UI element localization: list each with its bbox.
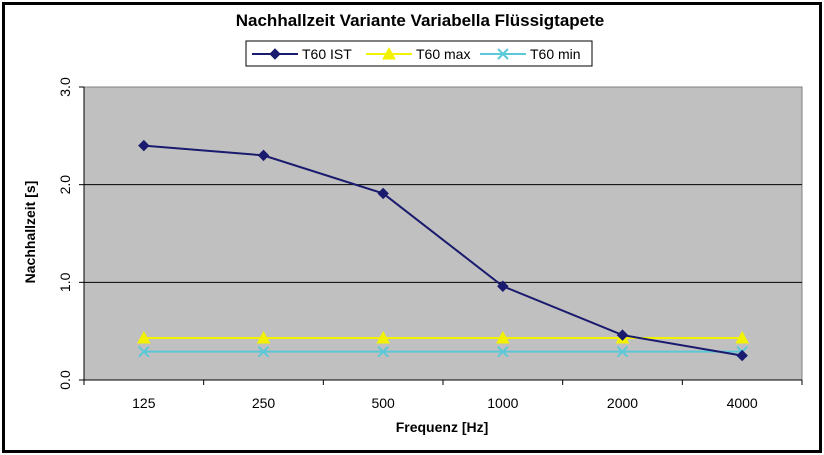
x-tick-label: 2000 [607,395,638,411]
data-point-t60-max [735,330,750,344]
data-point-t60-min [497,345,509,358]
y-axis-title: Nachhallzeit [s] [22,181,38,284]
chart-title: Nachhallzeit Variante Variabella Flüssig… [236,11,604,30]
data-point-t60-max [136,330,151,344]
x-tick-label: 125 [132,395,156,411]
series-t60-ist [138,139,748,362]
legend-box [245,40,593,67]
data-point-t60-ist [377,187,389,200]
series-t60-min [138,345,748,358]
x-tick-label: 1000 [487,395,518,411]
x-tick-label: 4000 [727,395,758,411]
marker-stroke [497,48,509,60]
legend-marker [497,48,509,60]
legend-label: T60 min [530,46,581,62]
marker-stroke [497,345,509,358]
x-tick-label: 500 [371,395,395,411]
marker-stroke [616,345,629,358]
x-tick-label: 250 [252,395,276,411]
y-tick-label: 1.0 [57,272,73,292]
data-point-t60-ist [257,149,270,162]
data-point-t60-ist [138,139,150,152]
legend-label: T60 max [416,46,470,62]
series-line-t60-ist [143,144,743,357]
data-point-t60-max [376,330,391,344]
data-point-t60-min [138,345,150,358]
y-tick-label: 0.0 [57,370,73,390]
plot-area [83,86,803,381]
marker-stroke [257,345,270,358]
marker-stroke [138,345,150,358]
data-point-t60-min [257,345,270,358]
data-point-t60-min [616,345,629,358]
data-point-t60-ist [616,329,629,341]
x-axis-title: Frequenz [Hz] [396,419,489,435]
data-point-t60-ist [736,349,748,362]
data-point-t60-max [495,330,510,344]
legend: T60 IST T60 max T60 min [245,40,593,67]
legend-item-t60-max: T60 max [366,46,470,62]
legend-marker [269,48,281,60]
legend-label: T60 IST [302,46,352,62]
data-point-t60-max [256,330,271,344]
legend-marker [382,46,396,60]
legend-item-t60-min: T60 min [480,46,581,62]
y-tick-label: 2.0 [57,175,73,195]
legend-item-t60-ist: T60 IST [252,46,352,62]
y-tick-label: 3.0 [57,77,73,97]
data-point-t60-min [377,345,389,358]
marker-stroke [377,345,389,358]
data-point-t60-ist [497,280,509,292]
